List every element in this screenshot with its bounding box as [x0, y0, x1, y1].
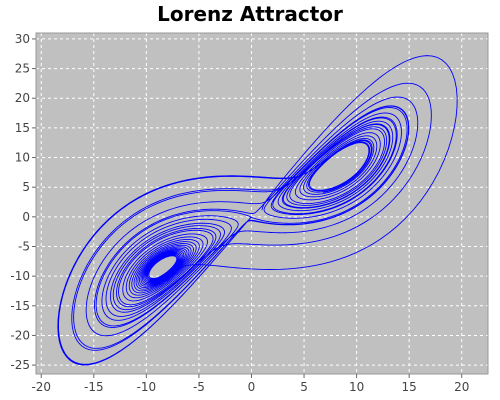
- series-layer: [57, 55, 458, 366]
- x-tick-label: -5: [193, 380, 205, 394]
- x-tick-label: 20: [454, 380, 469, 394]
- chart-title: Lorenz Attractor: [157, 2, 343, 26]
- y-tick-label: 25: [15, 62, 30, 76]
- y-tick-label: 10: [15, 151, 30, 165]
- y-tick-label: -20: [10, 328, 30, 342]
- x-tick-label: -15: [84, 380, 104, 394]
- plot-border: [35, 32, 489, 375]
- y-tick-label: -25: [10, 358, 30, 372]
- y-tick-label: 20: [15, 91, 30, 105]
- grid: [36, 33, 488, 374]
- x-tick-label: -20: [31, 380, 51, 394]
- y-tick-label: 30: [15, 32, 30, 46]
- x-tick-label: 0: [248, 380, 256, 394]
- y-tick-label: -15: [10, 299, 30, 313]
- series-line-lorenz: [57, 55, 458, 366]
- x-tick-label: 10: [349, 380, 364, 394]
- y-tick-label: -5: [18, 239, 30, 253]
- x-tick-label: -10: [137, 380, 157, 394]
- y-tick-label: 0: [22, 210, 30, 224]
- plot-area: [36, 33, 488, 374]
- y-tick-label: 15: [15, 121, 30, 135]
- axes: -20 -15 -10 -5 0 5 10 15 20 30 25 20 15 10 5 0 -5 -10 -15 -…: [10, 32, 469, 394]
- x-tick-label: 15: [402, 380, 417, 394]
- y-tick-label: -10: [10, 269, 30, 283]
- y-tick-label: 5: [22, 180, 30, 194]
- x-tick-label: 5: [300, 380, 308, 394]
